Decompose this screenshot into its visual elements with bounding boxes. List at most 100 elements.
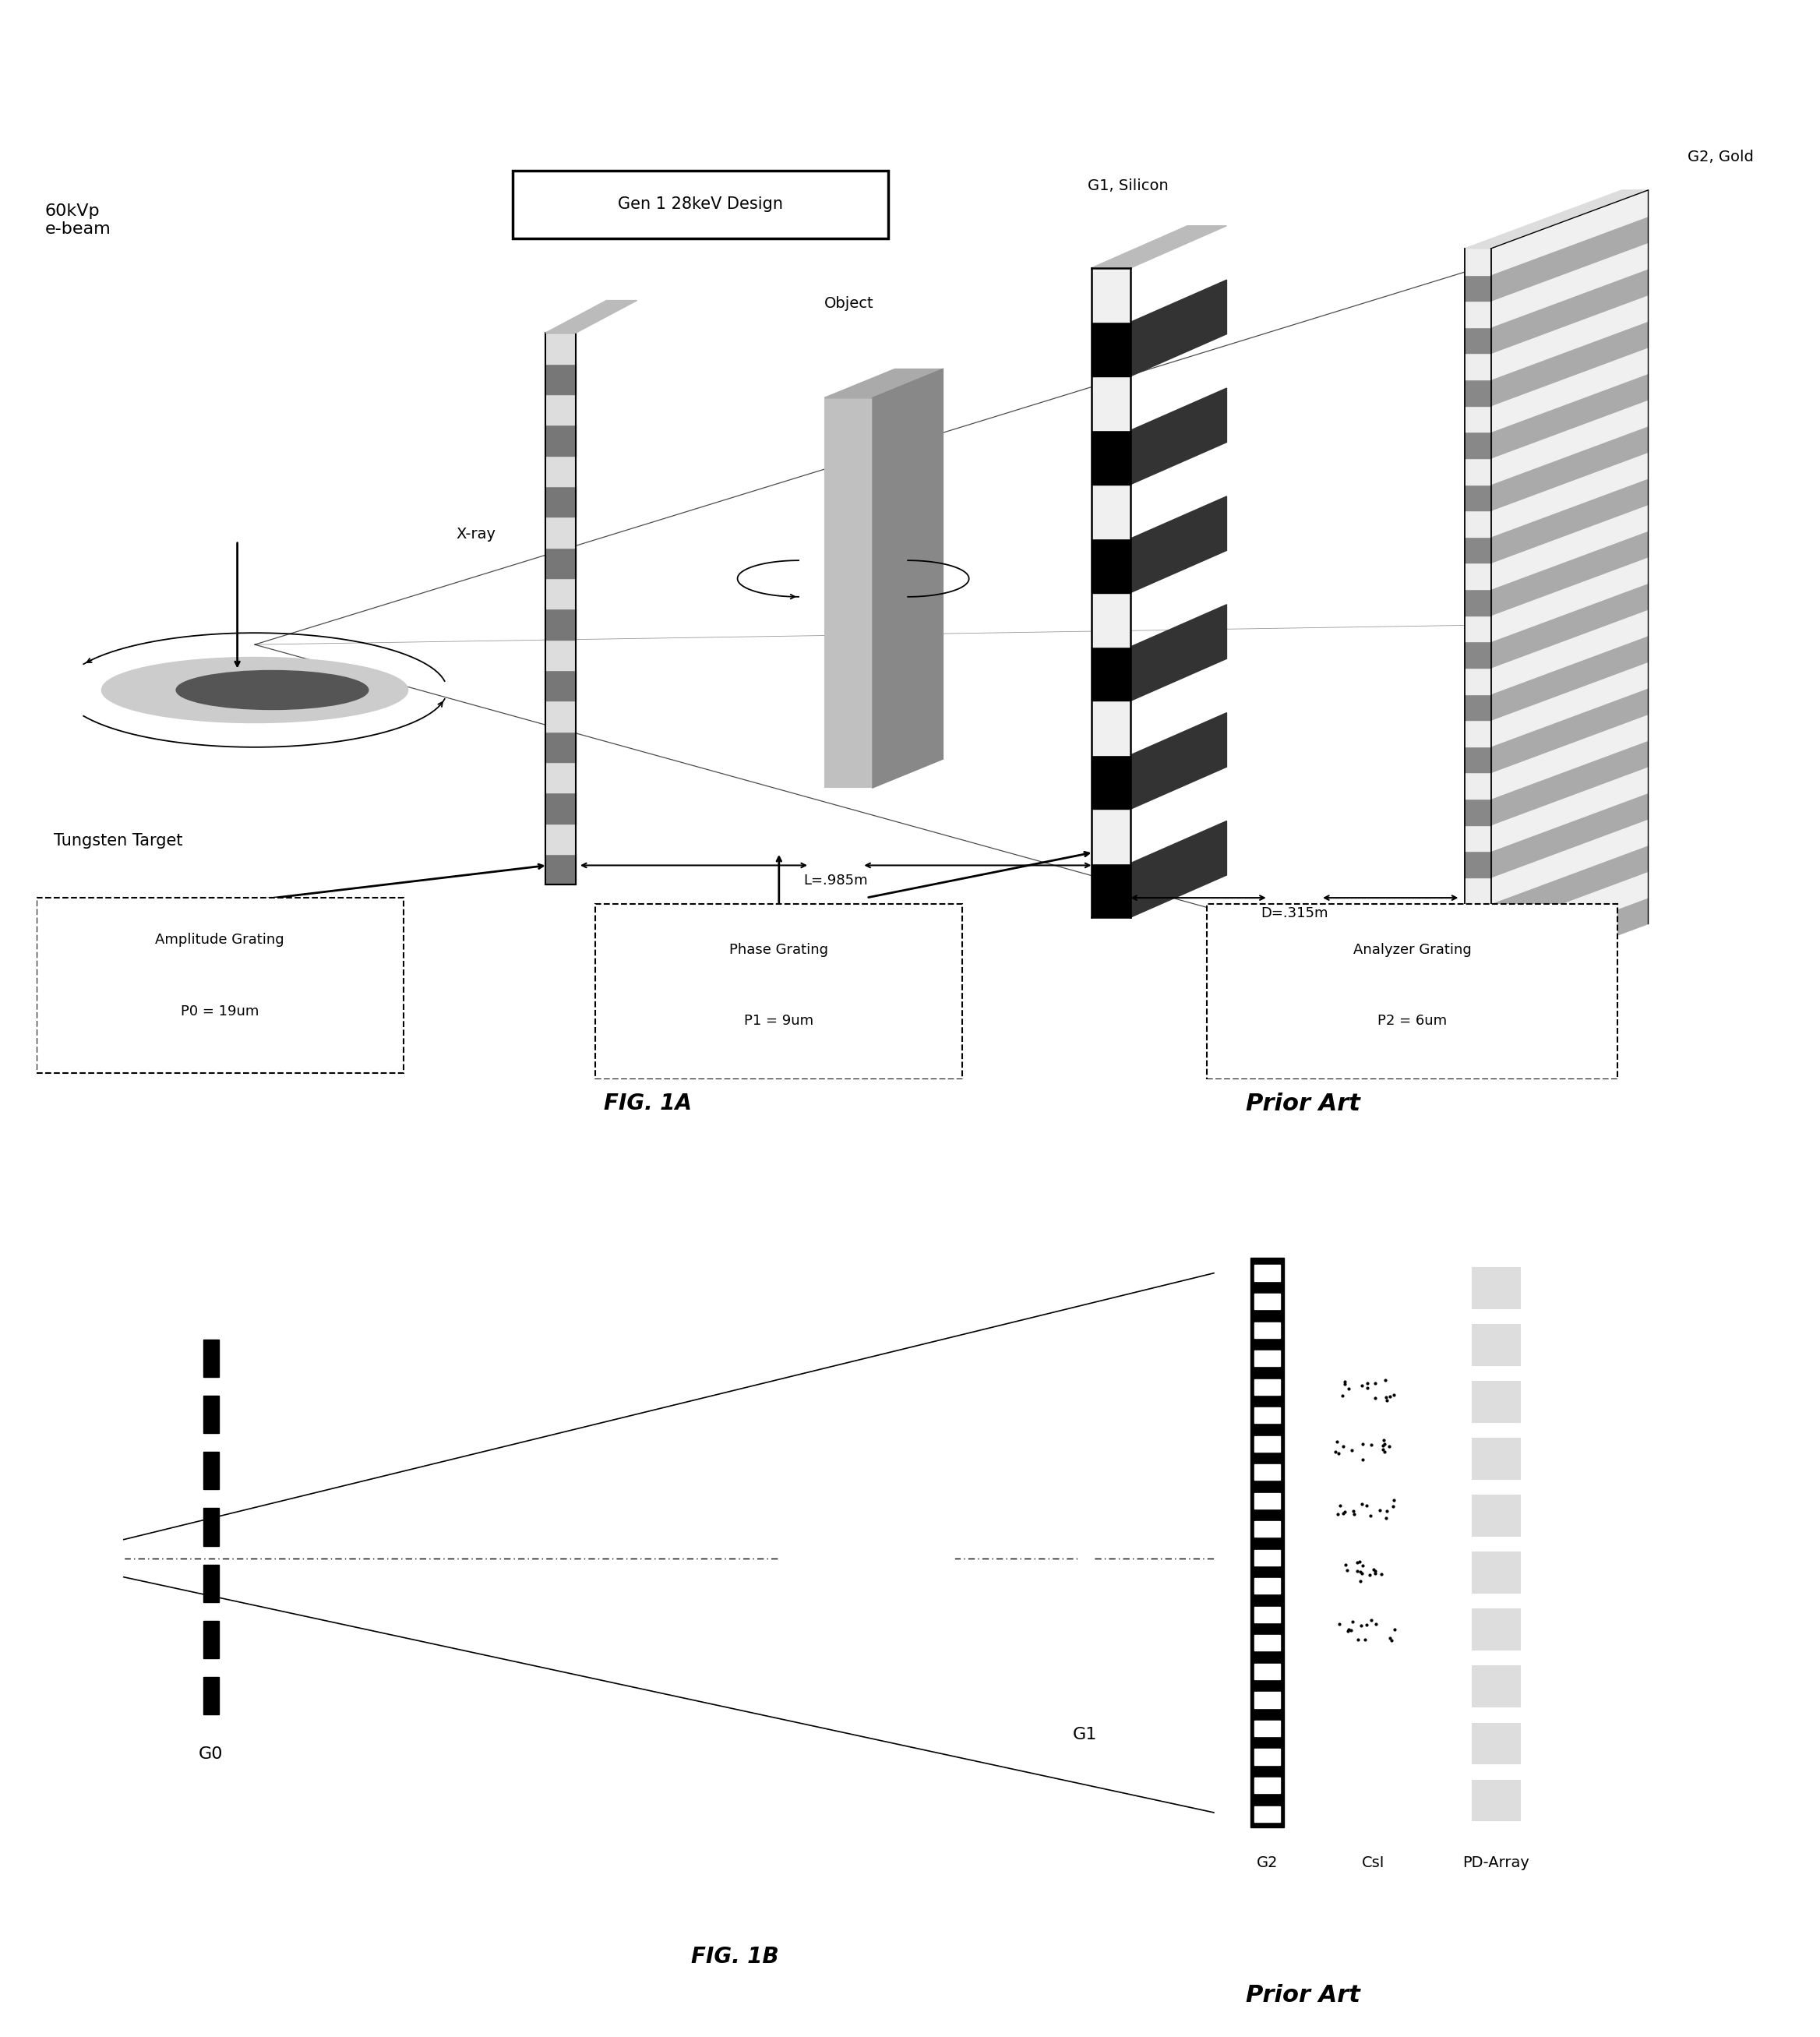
Bar xyxy=(1472,1666,1520,1707)
Bar xyxy=(1216,1245,1722,1839)
Polygon shape xyxy=(546,301,637,332)
Ellipse shape xyxy=(779,1399,954,1436)
Bar xyxy=(1465,904,1491,929)
Polygon shape xyxy=(1130,821,1227,917)
Bar xyxy=(1254,1750,1281,1764)
Bar xyxy=(1472,1723,1520,1764)
Bar xyxy=(1092,430,1130,485)
Text: G1: G1 xyxy=(1072,1727,1097,1744)
Bar xyxy=(779,1418,954,1699)
Polygon shape xyxy=(1491,399,1649,485)
Bar xyxy=(546,701,575,731)
Polygon shape xyxy=(1491,295,1649,379)
Bar xyxy=(1079,1548,1090,1583)
Bar xyxy=(1254,1493,1281,1509)
Text: Prior Art: Prior Art xyxy=(1247,1984,1360,2006)
Bar xyxy=(1092,648,1130,701)
Text: P1 = 9um: P1 = 9um xyxy=(744,1014,814,1029)
Bar xyxy=(1254,1351,1281,1367)
Bar xyxy=(1465,589,1491,615)
Polygon shape xyxy=(1491,479,1649,562)
Text: Analyzer Grating: Analyzer Grating xyxy=(1354,943,1471,957)
Bar xyxy=(1294,1306,1452,1805)
Bar xyxy=(1254,1778,1281,1793)
Bar xyxy=(546,609,575,640)
Polygon shape xyxy=(1491,872,1649,955)
Bar xyxy=(1092,701,1130,756)
Text: Prior Art: Prior Art xyxy=(1247,1092,1360,1114)
Text: FIG. 1B: FIG. 1B xyxy=(692,1945,779,1968)
Bar xyxy=(546,731,575,762)
Polygon shape xyxy=(1491,532,1649,615)
Bar xyxy=(1254,1436,1281,1452)
Text: Amplitude Grating: Amplitude Grating xyxy=(155,933,284,947)
Polygon shape xyxy=(1491,715,1649,799)
Bar xyxy=(1472,1552,1520,1593)
Polygon shape xyxy=(874,369,943,788)
Bar xyxy=(1465,405,1491,432)
Bar xyxy=(1472,1324,1520,1365)
Bar xyxy=(1465,458,1491,485)
Bar xyxy=(1079,1379,1090,1414)
Bar xyxy=(1465,878,1491,904)
Bar xyxy=(204,1621,218,1658)
Polygon shape xyxy=(1491,269,1649,352)
Polygon shape xyxy=(1491,189,1649,275)
Polygon shape xyxy=(1491,505,1649,589)
Bar xyxy=(1254,1550,1281,1566)
FancyBboxPatch shape xyxy=(36,898,404,1073)
FancyBboxPatch shape xyxy=(1207,904,1618,1080)
Bar xyxy=(1254,1522,1281,1538)
Bar xyxy=(1472,1495,1520,1536)
Polygon shape xyxy=(1491,792,1649,878)
Text: FIG. 1A: FIG. 1A xyxy=(604,1092,692,1114)
Bar xyxy=(546,579,575,609)
Bar xyxy=(1465,642,1491,668)
Bar xyxy=(1465,746,1491,772)
Bar xyxy=(204,1507,218,1546)
Bar xyxy=(1254,1807,1281,1821)
Text: G2: G2 xyxy=(1256,1856,1278,1870)
Bar xyxy=(1465,772,1491,799)
Bar xyxy=(546,517,575,548)
Bar xyxy=(1472,1780,1520,1821)
Text: Phase Grating: Phase Grating xyxy=(730,943,828,957)
Text: G1, Silicon: G1, Silicon xyxy=(1088,179,1168,194)
Ellipse shape xyxy=(89,1540,124,1577)
Text: G0: G0 xyxy=(198,1746,224,1762)
Bar xyxy=(204,1340,218,1377)
Polygon shape xyxy=(1491,636,1649,721)
Bar xyxy=(1465,379,1491,405)
Bar xyxy=(824,397,874,788)
Polygon shape xyxy=(1092,226,1227,269)
Polygon shape xyxy=(1491,373,1649,458)
Ellipse shape xyxy=(102,658,408,723)
Bar xyxy=(1250,1259,1283,1827)
Bar xyxy=(546,426,575,456)
Bar xyxy=(546,363,575,395)
Bar xyxy=(1465,615,1491,642)
Bar xyxy=(1465,851,1491,878)
Bar xyxy=(1465,485,1491,511)
Bar xyxy=(1465,929,1491,955)
Bar xyxy=(1254,1607,1281,1621)
Bar xyxy=(204,1452,218,1489)
Bar xyxy=(1472,1609,1520,1650)
Text: P0 = 19um: P0 = 19um xyxy=(180,1004,258,1019)
Bar xyxy=(1092,322,1130,377)
Bar xyxy=(1465,352,1491,379)
Bar xyxy=(1079,1493,1090,1528)
Bar xyxy=(1465,511,1491,538)
Bar xyxy=(1092,269,1130,322)
Polygon shape xyxy=(1491,242,1649,328)
Bar xyxy=(546,487,575,517)
Bar xyxy=(1465,432,1491,458)
Polygon shape xyxy=(1491,689,1649,772)
Text: D=.315m: D=.315m xyxy=(1261,906,1329,921)
Polygon shape xyxy=(1130,713,1227,809)
Text: Gen 1 28keV Design: Gen 1 28keV Design xyxy=(617,196,783,212)
Polygon shape xyxy=(1130,389,1227,485)
Bar xyxy=(546,854,575,884)
Polygon shape xyxy=(1491,766,1649,851)
Bar xyxy=(1465,328,1491,352)
